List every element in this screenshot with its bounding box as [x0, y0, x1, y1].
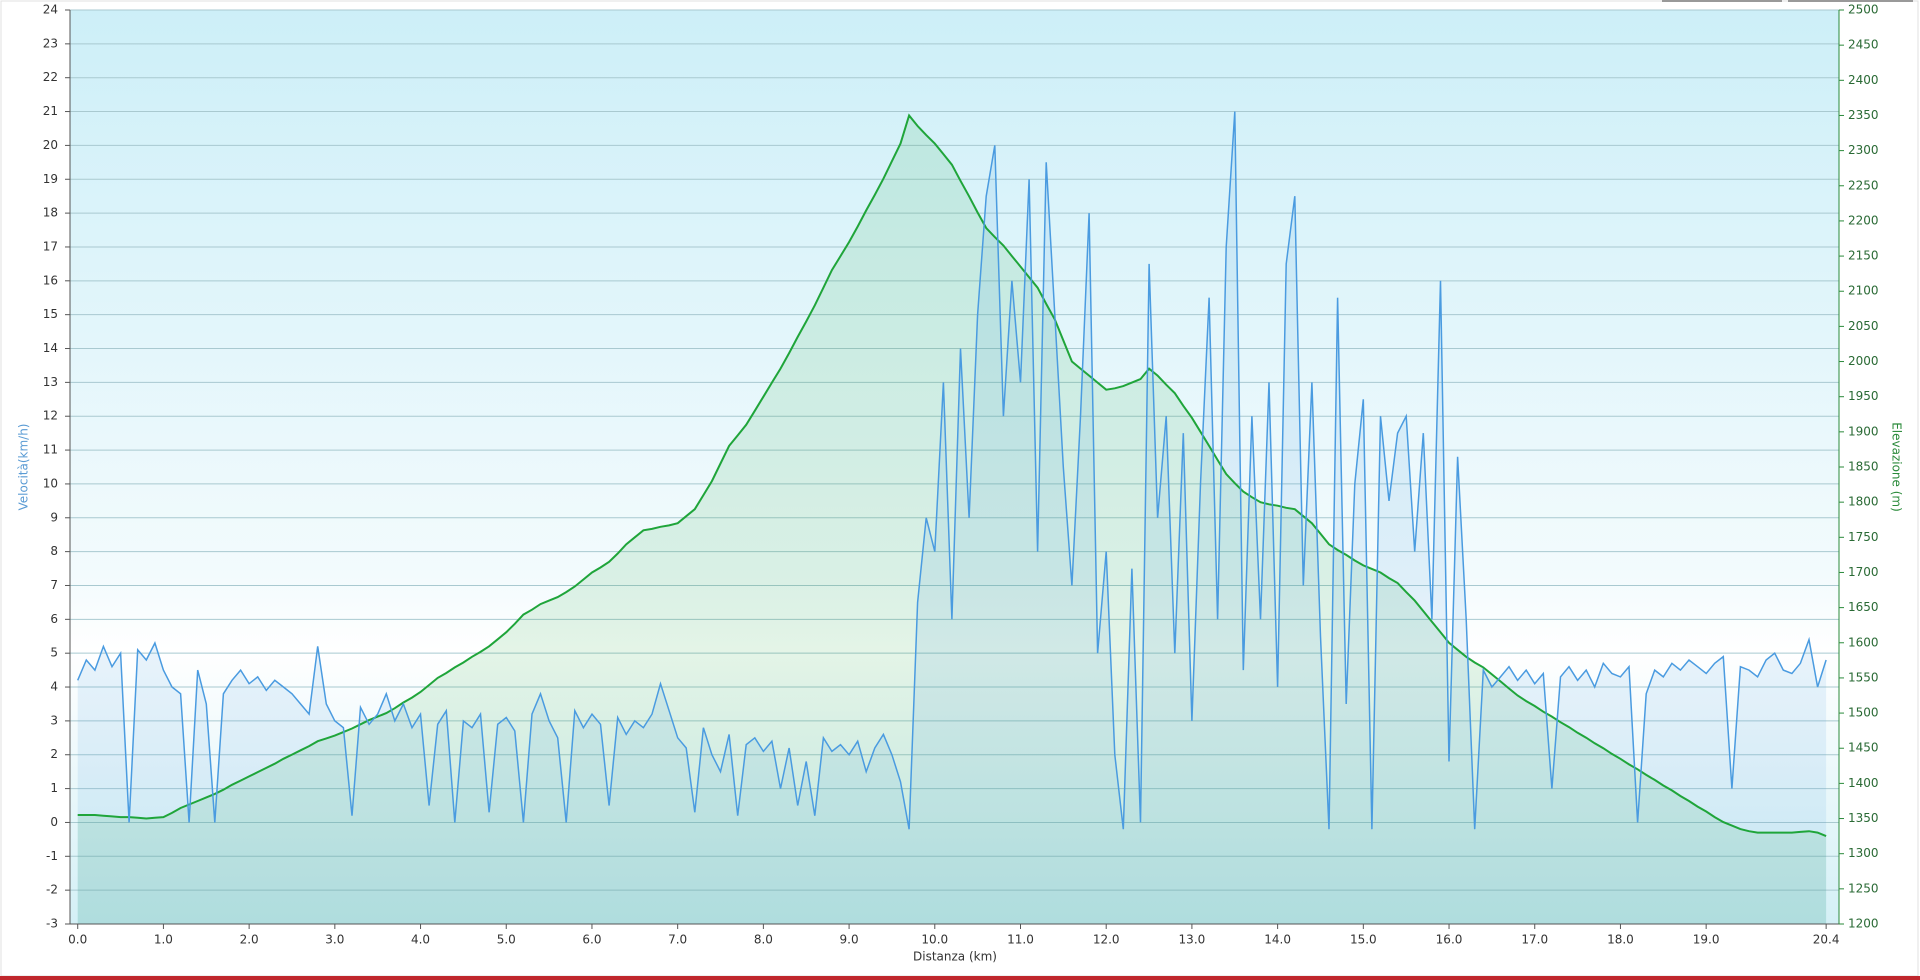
- y-tick-label: 18: [43, 206, 58, 220]
- y-tick-label: 20: [43, 138, 58, 152]
- area-fill: [77, 111, 1827, 925]
- y2-tick-label: 2350: [1848, 108, 1879, 122]
- y-tick-label: 2: [50, 747, 58, 761]
- y2-tick-label: 1350: [1848, 811, 1879, 825]
- y2-tick-label: 1900: [1848, 424, 1879, 438]
- y2-tick-label: 2050: [1848, 319, 1879, 333]
- x-tick-label: 13.0: [1179, 933, 1206, 947]
- y-tick-label: -1: [46, 849, 58, 863]
- x-tick-label: 7.0: [668, 933, 687, 947]
- x-tick-label: 0.0: [68, 933, 87, 947]
- y2-tick-label: 1200: [1848, 917, 1879, 931]
- y-tick-label: 3: [50, 713, 58, 727]
- areas: [77, 111, 1827, 925]
- y-tick-label: 21: [43, 104, 58, 118]
- y2-tick-label: 2100: [1848, 284, 1879, 298]
- y2-tick-label: 1300: [1848, 846, 1879, 860]
- x-tick-label: 16.0: [1436, 933, 1463, 947]
- x-tick-label: 20.4: [1813, 933, 1840, 947]
- x-tick-label: 3.0: [325, 933, 344, 947]
- y-tick-label: 5: [50, 646, 58, 660]
- y-tick-label: 19: [43, 172, 58, 186]
- y-tick-label: 13: [43, 375, 58, 389]
- series-line: [77, 113, 1827, 838]
- plot-background: [70, 10, 1839, 924]
- x-tick-label: 18.0: [1607, 933, 1634, 947]
- y-tick-label: 4: [50, 680, 58, 694]
- x-tick-label: 5.0: [497, 933, 516, 947]
- y-tick-label: 8: [50, 544, 58, 558]
- y-tick-label: 7: [50, 578, 58, 592]
- series-line: [77, 111, 1827, 830]
- y-tick-label: 16: [43, 273, 58, 287]
- y2-tick-label: 1850: [1848, 460, 1879, 474]
- y2-tick-label: 1650: [1848, 600, 1879, 614]
- y2-tick-label: 1550: [1848, 670, 1879, 684]
- y-tick-label: 15: [43, 307, 58, 321]
- x-tick-label: 4.0: [411, 933, 430, 947]
- toolbar-button[interactable]: [1662, 0, 1782, 2]
- y-tick-label: 11: [43, 443, 58, 457]
- y2-tick-label: 1400: [1848, 776, 1879, 790]
- x-tick-label: 9.0: [840, 933, 859, 947]
- y-tick-label: 1: [50, 781, 58, 795]
- y-tick-label: 12: [43, 409, 58, 423]
- y-tick-label: 9: [50, 510, 58, 524]
- y-tick-label: 10: [43, 476, 58, 490]
- y-axis-label: Velocità(km/h): [17, 424, 31, 511]
- y-tick-label: 22: [43, 70, 58, 84]
- grid: [70, 9, 1839, 925]
- x-tick-label: 1.0: [154, 933, 173, 947]
- y-tick-label: 23: [43, 36, 58, 50]
- y2-tick-label: 2450: [1848, 38, 1879, 52]
- x-tick-label: 12.0: [1093, 933, 1120, 947]
- x-tick-label: 10.0: [921, 933, 948, 947]
- y2-tick-label: 1700: [1848, 565, 1879, 579]
- x-tick-label: 6.0: [582, 933, 601, 947]
- x-tick-label: 8.0: [754, 933, 773, 947]
- y2-tick-label: 1950: [1848, 389, 1879, 403]
- y-tick-label: 0: [50, 815, 58, 829]
- y2-tick-label: 1450: [1848, 741, 1879, 755]
- y-tick-label: -2: [46, 883, 58, 897]
- y2-tick-label: 1600: [1848, 635, 1879, 649]
- lines: [77, 111, 1827, 838]
- area-fill: [77, 115, 1827, 924]
- axes: -3-2-10123456789101112131415161718192021…: [43, 3, 1879, 947]
- y-tick-label: -3: [46, 917, 58, 931]
- y-tick-label: 6: [50, 612, 58, 626]
- x-tick-label: 15.0: [1350, 933, 1377, 947]
- y2-tick-label: 2300: [1848, 143, 1879, 157]
- toolbar-button[interactable]: [1788, 0, 1913, 2]
- x-tick-label: 19.0: [1693, 933, 1720, 947]
- bottom-border: [0, 976, 1920, 980]
- y2-tick-label: 1250: [1848, 881, 1879, 895]
- y2-tick-label: 1800: [1848, 495, 1879, 509]
- y2-axis-label: Elevazione (m): [1890, 422, 1904, 512]
- y2-tick-label: 2000: [1848, 354, 1879, 368]
- y-tick-label: 24: [43, 3, 58, 17]
- y2-tick-label: 2500: [1848, 3, 1879, 17]
- y2-tick-label: 1750: [1848, 530, 1879, 544]
- y-tick-label: 17: [43, 239, 58, 253]
- x-tick-label: 17.0: [1521, 933, 1548, 947]
- y2-tick-label: 1500: [1848, 706, 1879, 720]
- y2-tick-label: 2400: [1848, 73, 1879, 87]
- y2-tick-label: 2200: [1848, 213, 1879, 227]
- y-tick-label: 14: [43, 341, 58, 355]
- x-tick-label: 2.0: [240, 933, 259, 947]
- x-axis-label: Distanza (km): [913, 950, 997, 964]
- y2-tick-label: 2150: [1848, 249, 1879, 263]
- x-tick-label: 11.0: [1007, 933, 1034, 947]
- x-tick-label: 14.0: [1264, 933, 1291, 947]
- y2-tick-label: 2250: [1848, 178, 1879, 192]
